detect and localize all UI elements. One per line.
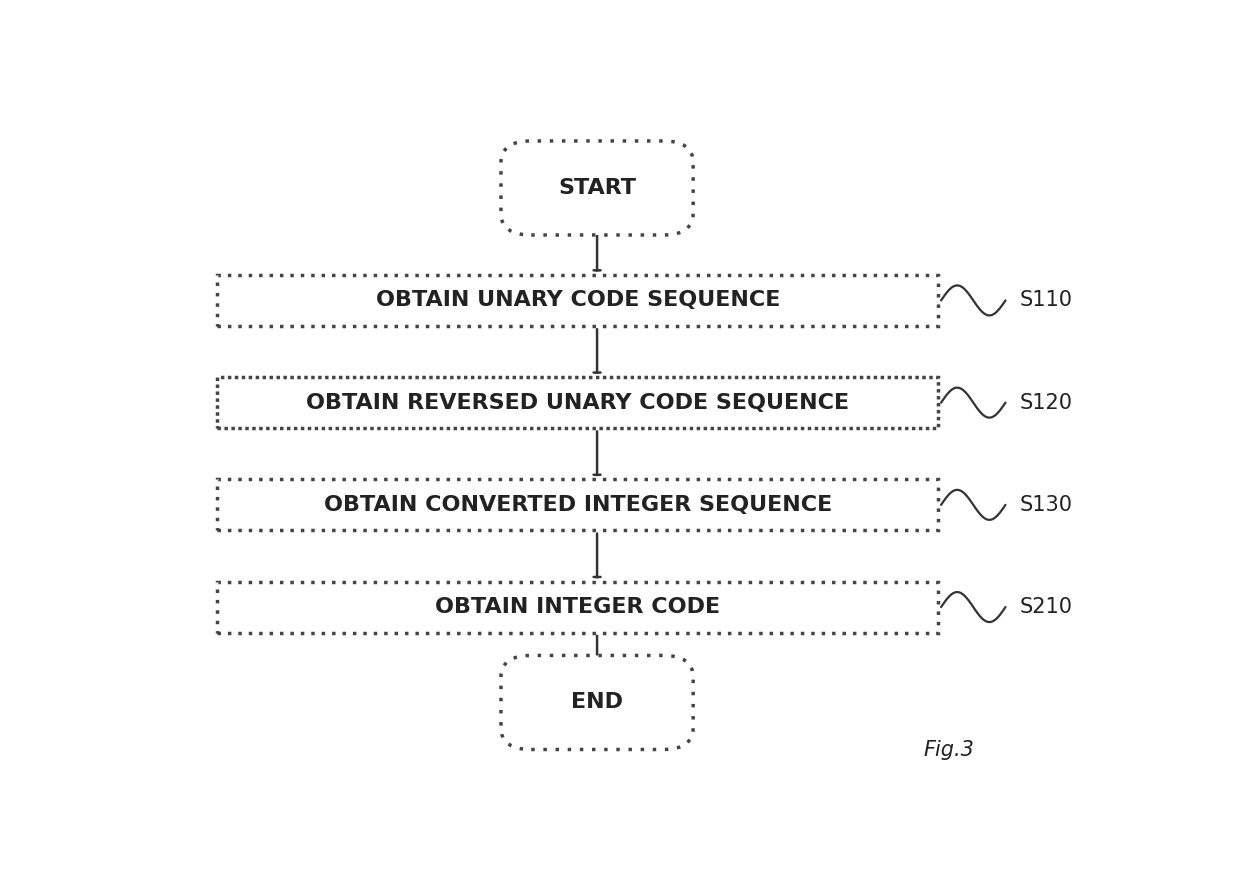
Text: OBTAIN INTEGER CODE: OBTAIN INTEGER CODE <box>435 597 720 617</box>
Text: Fig.3: Fig.3 <box>924 740 975 760</box>
Text: END: END <box>572 692 622 712</box>
Text: OBTAIN REVERSED UNARY CODE SEQUENCE: OBTAIN REVERSED UNARY CODE SEQUENCE <box>306 393 849 412</box>
Text: S110: S110 <box>1019 290 1073 311</box>
Text: S210: S210 <box>1019 597 1073 617</box>
FancyBboxPatch shape <box>501 141 693 235</box>
FancyBboxPatch shape <box>501 656 693 750</box>
Bar <box>217 581 939 633</box>
Text: OBTAIN UNARY CODE SEQUENCE: OBTAIN UNARY CODE SEQUENCE <box>376 290 780 311</box>
Bar <box>217 480 939 530</box>
Text: S130: S130 <box>1019 495 1073 515</box>
Text: START: START <box>558 178 636 198</box>
Bar <box>217 377 939 428</box>
Bar <box>217 275 939 326</box>
Text: S120: S120 <box>1019 393 1073 412</box>
Text: OBTAIN CONVERTED INTEGER SEQUENCE: OBTAIN CONVERTED INTEGER SEQUENCE <box>324 495 832 515</box>
